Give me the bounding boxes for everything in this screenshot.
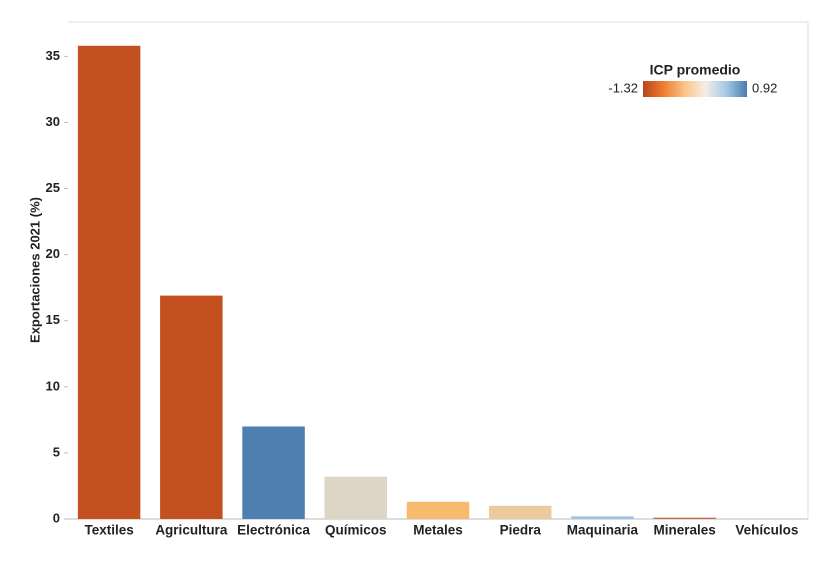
bar bbox=[406, 501, 470, 519]
x-tick-label: Metales bbox=[413, 523, 463, 538]
y-tick-label: 10 bbox=[46, 378, 60, 393]
legend-min: -1.32 bbox=[608, 80, 638, 95]
bar bbox=[77, 45, 141, 520]
x-tick-label: Maquinaria bbox=[567, 523, 639, 538]
bar bbox=[242, 426, 305, 519]
legend-title: ICP promedio bbox=[650, 62, 741, 78]
x-tick-label: Agricultura bbox=[155, 523, 228, 538]
y-tick-label: 30 bbox=[46, 114, 60, 129]
x-tick-label: Textiles bbox=[84, 523, 133, 538]
legend-gradient bbox=[643, 81, 747, 97]
legend-max: 0.92 bbox=[752, 80, 777, 95]
x-tick-label: Electrónica bbox=[237, 523, 310, 538]
y-tick-label: 35 bbox=[46, 48, 60, 63]
bar bbox=[488, 505, 552, 519]
bar bbox=[571, 516, 634, 519]
y-tick-label: 5 bbox=[53, 444, 60, 459]
x-tick-label: Químicos bbox=[325, 523, 387, 538]
y-tick-label: 20 bbox=[46, 246, 60, 261]
x-tick-label: Piedra bbox=[500, 523, 542, 538]
bar bbox=[653, 517, 716, 519]
y-tick-label: 15 bbox=[46, 312, 60, 327]
x-tick-label: Minerales bbox=[654, 523, 716, 538]
y-tick-label: 0 bbox=[53, 510, 60, 525]
x-tick-label: Vehículos bbox=[735, 523, 798, 538]
y-axis-label: Exportaciones 2021 (%) bbox=[27, 197, 42, 343]
bar bbox=[324, 476, 388, 519]
y-tick-label: 25 bbox=[46, 180, 60, 195]
bar bbox=[160, 295, 223, 519]
